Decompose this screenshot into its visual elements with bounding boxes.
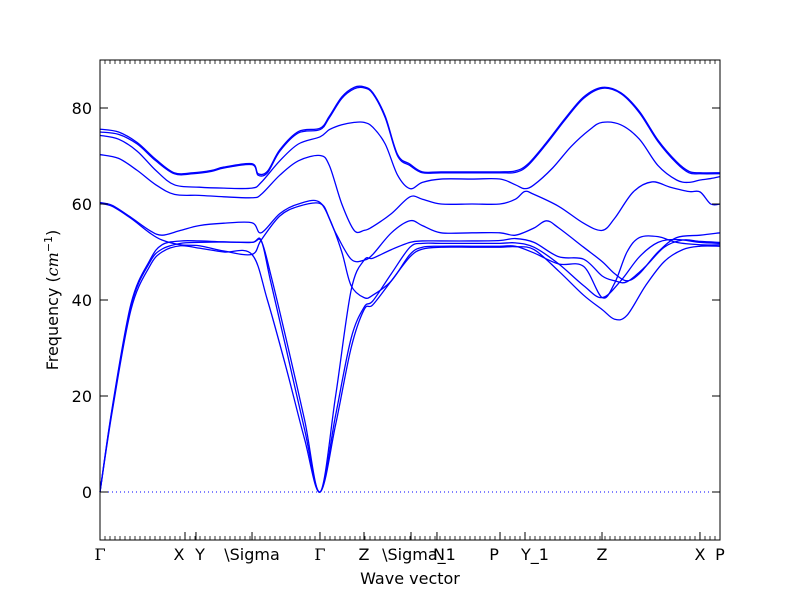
y-axis-label-exponent: −1 [42,236,55,252]
x-axis-label: Wave vector [360,569,460,588]
x-tick-label: Y_1 [520,545,549,565]
y-axis-ticks: 0 20 40 60 80 [72,99,720,502]
y-tick-label: 40 [72,291,92,310]
x-tick-label: N [433,545,445,564]
x-tick-label: Γ [94,545,105,564]
axes-frame [99,59,721,541]
band-line-3 [99,237,721,493]
y-tick-label: 60 [72,195,92,214]
x-tick-label: \Sigma_1 [382,545,456,565]
y-axis-label-suffix: ) [43,230,62,236]
x-tick-label: X [694,545,705,564]
x-tick-label: Y [194,545,205,564]
y-axis-label-unit: cm [43,252,62,276]
band-line-2 [99,237,721,493]
x-tick-label: \Sigma [224,545,280,564]
x-tick-label: P [489,545,499,564]
y-tick-label: 0 [82,483,92,502]
x-tick-label: X [174,545,185,564]
x-tick-label: Z [597,545,608,564]
x-tick-label: P [715,545,725,564]
band-line-9 [99,85,721,176]
x-tick-label: Γ [314,545,325,564]
y-tick-label: 80 [72,99,92,118]
y-axis-label-prefix: Frequency ( [43,276,62,370]
y-tick-label: 20 [72,387,92,406]
band-line-6 [99,153,721,234]
y-axis-label: Frequency (cm−1) [42,230,62,371]
band-line-7 [99,121,721,190]
plot-area [99,85,721,493]
band-line-4 [99,202,721,299]
x-tick-label: Z [359,545,370,564]
band-line-5 [99,199,721,282]
